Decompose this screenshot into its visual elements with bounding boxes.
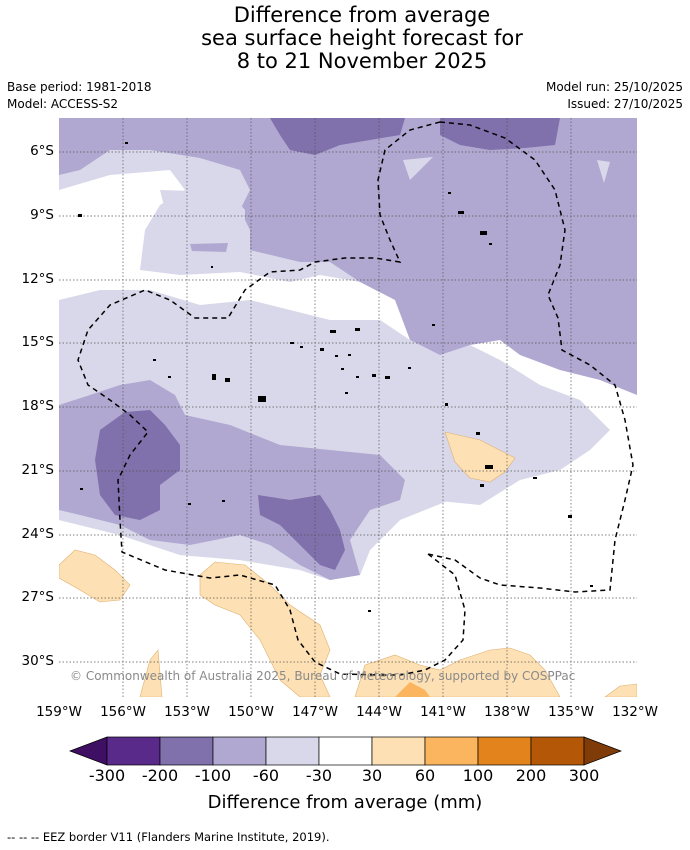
- anomaly-patch-north-2: [597, 160, 610, 183]
- colorbar-segment: [159, 736, 214, 766]
- anomaly-band-plus30-60-east: [444, 431, 516, 483]
- colorbar-label: -200: [141, 766, 179, 785]
- eez-borders: [77, 121, 634, 676]
- anomaly-band-plus60-100: [395, 682, 430, 697]
- colorbar-segment: [477, 736, 532, 766]
- anomaly-patch-small: [190, 243, 228, 252]
- lon-label: 132°W: [612, 704, 658, 720]
- lat-label: 9°S: [30, 207, 54, 223]
- chart-title: Difference from average sea surface heig…: [0, 4, 690, 73]
- lon-label: 141°W: [420, 704, 466, 720]
- lon-label: 156°W: [100, 704, 146, 720]
- anomaly-band-plus30-60-southwest: [139, 649, 163, 697]
- islands: [78, 142, 593, 612]
- colorbar-segment: [530, 736, 585, 766]
- anomaly-patch-minus30-60: [160, 190, 245, 255]
- lon-label: 147°W: [292, 704, 338, 720]
- colorbar: [69, 736, 622, 766]
- colorbar-extend-low: [69, 736, 108, 766]
- eez-legend: -- -- -- EEZ border V11 (Flanders Marine…: [7, 830, 330, 844]
- lon-label: 159°W: [36, 704, 82, 720]
- colorbar-label: -60: [252, 766, 280, 785]
- issued-date: Issued: 27/10/2025: [567, 97, 683, 111]
- anomaly-band-minus100-200-northeast: [440, 118, 560, 150]
- colorbar-label: 100: [462, 766, 494, 785]
- title-line-2: sea surface height forecast for: [201, 26, 523, 50]
- title-line-3: 8 to 21 November 2025: [236, 49, 488, 73]
- anomaly-patch-north-1: [403, 157, 433, 180]
- colorbar-segment: [212, 736, 267, 766]
- lon-label: 153°W: [164, 704, 210, 720]
- lat-label: 30°S: [21, 653, 55, 669]
- anomaly-band-minus60-100-north: [59, 118, 637, 395]
- copyright-notice: © Commonwealth of Australia 2025, Bureau…: [70, 669, 576, 683]
- colorbar-title: Difference from average (mm): [207, 792, 483, 813]
- lat-label: 21°S: [21, 462, 55, 478]
- lon-label: 150°W: [228, 704, 274, 720]
- anomaly-band-minus100-200-north: [270, 118, 405, 155]
- anomaly-band-minus100-200-west: [95, 410, 180, 520]
- lon-label: 144°W: [356, 704, 402, 720]
- lat-label: 6°S: [30, 143, 54, 159]
- colorbar-segment: [318, 736, 373, 766]
- lat-label: 24°S: [21, 526, 55, 542]
- colorbar-label: -300: [88, 766, 126, 785]
- model-run: Model run: 25/10/2025: [545, 80, 683, 94]
- colorbar-label: -100: [194, 766, 232, 785]
- anomaly-band-plus30-60-southeast: [354, 647, 561, 697]
- lat-label: 27°S: [21, 589, 55, 605]
- anomaly-band-minus100-200-south: [258, 495, 345, 570]
- title-line-1: Difference from average: [233, 3, 491, 27]
- colorbar-label: 300: [568, 766, 600, 785]
- map-area: [59, 118, 637, 697]
- lon-label: 138°W: [484, 704, 530, 720]
- colorbar-segment: [106, 736, 161, 766]
- colorbar-label: -30: [305, 766, 333, 785]
- colorbar-label: 30: [361, 766, 383, 785]
- base-period: Base period: 1981-2018: [7, 80, 152, 94]
- lat-label: 15°S: [21, 334, 55, 350]
- model-name: Model: ACCESS-S2: [7, 97, 119, 111]
- lat-label: 18°S: [21, 398, 55, 414]
- lat-label: 12°S: [21, 271, 55, 287]
- colorbar-segment: [424, 736, 479, 766]
- anomaly-band-plus30-60-south: [199, 561, 331, 697]
- colorbar-label: 60: [414, 766, 436, 785]
- anomaly-band-plus30-60-corner: [604, 683, 637, 697]
- anomaly-band-plus30-60-west: [59, 549, 131, 603]
- colorbar-segment: [265, 736, 320, 766]
- lon-label: 135°W: [548, 704, 594, 720]
- colorbar-extend-high: [583, 736, 622, 766]
- colorbar-label: 200: [515, 766, 547, 785]
- colorbar-segment: [371, 736, 426, 766]
